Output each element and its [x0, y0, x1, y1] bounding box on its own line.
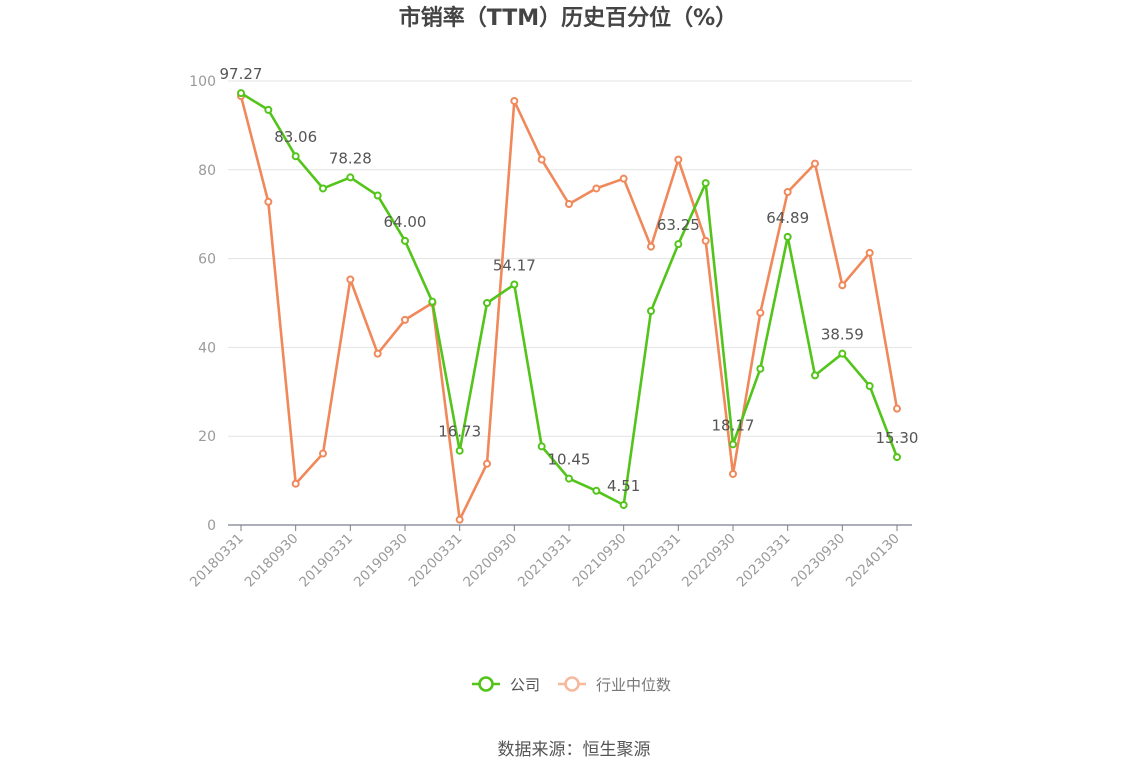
data-label: 83.06 [274, 128, 317, 146]
data-point[interactable] [510, 96, 519, 105]
data-point[interactable] [346, 275, 355, 284]
data-point[interactable] [237, 89, 245, 98]
data-point[interactable] [865, 382, 874, 391]
data-point[interactable] [756, 364, 765, 373]
source-note: 数据来源：恒生聚源 [498, 740, 651, 760]
grid [228, 80, 912, 437]
data-point[interactable] [483, 459, 491, 468]
y-tick-label: 60 [198, 252, 216, 268]
data-point[interactable] [592, 486, 601, 495]
data-point[interactable] [291, 152, 300, 161]
data-point[interactable] [291, 479, 300, 488]
data-label: 4.51 [607, 477, 640, 495]
data-point[interactable] [510, 280, 519, 289]
data-point[interactable] [811, 371, 819, 380]
data-point[interactable] [729, 440, 737, 449]
y-tick-label: 80 [198, 163, 216, 179]
data-point[interactable] [619, 500, 628, 509]
data-label: 78.28 [329, 149, 372, 167]
data-point[interactable] [729, 469, 737, 478]
data-label: 54.17 [493, 256, 536, 274]
data-point[interactable] [428, 297, 437, 306]
axes: 0 20 40 60 80 100 2018033120180930201903312019… [187, 74, 912, 590]
data-label: 63.25 [657, 216, 700, 234]
legend-marker [564, 676, 580, 692]
data-label: 15.30 [876, 429, 919, 447]
data-label: 64.89 [766, 209, 809, 227]
y-tick-label: 0 [207, 518, 216, 534]
chart-title: 市销率（TTM）历史百分位（%） [399, 5, 737, 31]
data-point[interactable] [565, 199, 573, 208]
y-tick-label: 40 [198, 340, 216, 356]
data-labels: 97.27 83.06 78.28 64.00 16.73 54.17 10.45 4.51 6… [220, 65, 919, 495]
data-point[interactable] [455, 515, 464, 524]
x-tick-label: 20200331 [406, 531, 466, 591]
legend-item-company[interactable]: 公司 [472, 676, 540, 694]
data-point[interactable] [483, 299, 491, 307]
data-point[interactable] [319, 449, 327, 458]
data-point[interactable] [537, 155, 546, 164]
data-point[interactable] [701, 179, 710, 188]
data-label: 16.73 [438, 423, 481, 441]
data-point[interactable] [756, 308, 765, 317]
data-point[interactable] [401, 315, 409, 324]
data-point[interactable] [565, 474, 573, 483]
legend-label: 公司 [510, 676, 540, 694]
x-tick-label: 20180930 [242, 531, 302, 591]
data-label: 10.45 [548, 451, 591, 469]
data-point[interactable] [373, 191, 382, 200]
data-label: 18.17 [712, 416, 755, 434]
data-point[interactable] [893, 453, 901, 462]
data-point[interactable] [783, 232, 792, 241]
x-tick-label: 20230331 [734, 531, 794, 591]
series-industry-median [237, 92, 901, 524]
data-label: 38.59 [821, 326, 864, 344]
data-point[interactable] [264, 105, 273, 114]
data-point[interactable] [373, 349, 382, 358]
data-point[interactable] [838, 281, 847, 290]
legend[interactable]: 公司 行业中位数 [472, 676, 671, 694]
data-point[interactable] [319, 184, 327, 193]
x-tick-label: 20240130 [843, 531, 903, 591]
x-tick-label: 20220930 [679, 531, 739, 591]
data-label: 64.00 [384, 213, 427, 231]
x-tick-label: 20210930 [570, 531, 630, 591]
data-point[interactable] [674, 155, 683, 164]
data-point[interactable] [893, 404, 901, 413]
data-point[interactable] [401, 236, 409, 245]
data-point[interactable] [647, 306, 655, 315]
x-tick-label: 20210331 [515, 531, 575, 591]
y-tick-label: 20 [198, 429, 216, 445]
x-tick-label: 20200930 [460, 531, 520, 591]
data-point[interactable] [537, 442, 546, 451]
legend-label: 行业中位数 [596, 676, 671, 694]
x-tick-label: 20190331 [296, 531, 356, 591]
data-point[interactable] [619, 174, 628, 183]
legend-marker [478, 676, 494, 692]
data-point[interactable] [838, 349, 847, 358]
data-point[interactable] [811, 159, 819, 168]
data-point[interactable] [346, 173, 355, 182]
series-layer [237, 89, 901, 524]
series-company [237, 89, 901, 509]
data-label: 97.27 [220, 65, 263, 83]
data-point[interactable] [592, 184, 601, 193]
data-point[interactable] [455, 446, 464, 455]
data-point[interactable] [264, 197, 273, 206]
data-point[interactable] [647, 242, 655, 251]
legend-item-industry-median[interactable]: 行业中位数 [558, 676, 671, 694]
data-point[interactable] [674, 240, 683, 249]
data-point[interactable] [865, 248, 874, 257]
x-tick-label: 20230930 [788, 531, 848, 591]
data-point[interactable] [701, 236, 710, 245]
x-tick-label: 20220331 [624, 531, 684, 591]
x-tick-label: 20180331 [187, 531, 247, 591]
x-tick-label: 20190930 [351, 531, 411, 591]
data-point[interactable] [783, 188, 792, 196]
y-tick-label: 100 [189, 74, 216, 90]
